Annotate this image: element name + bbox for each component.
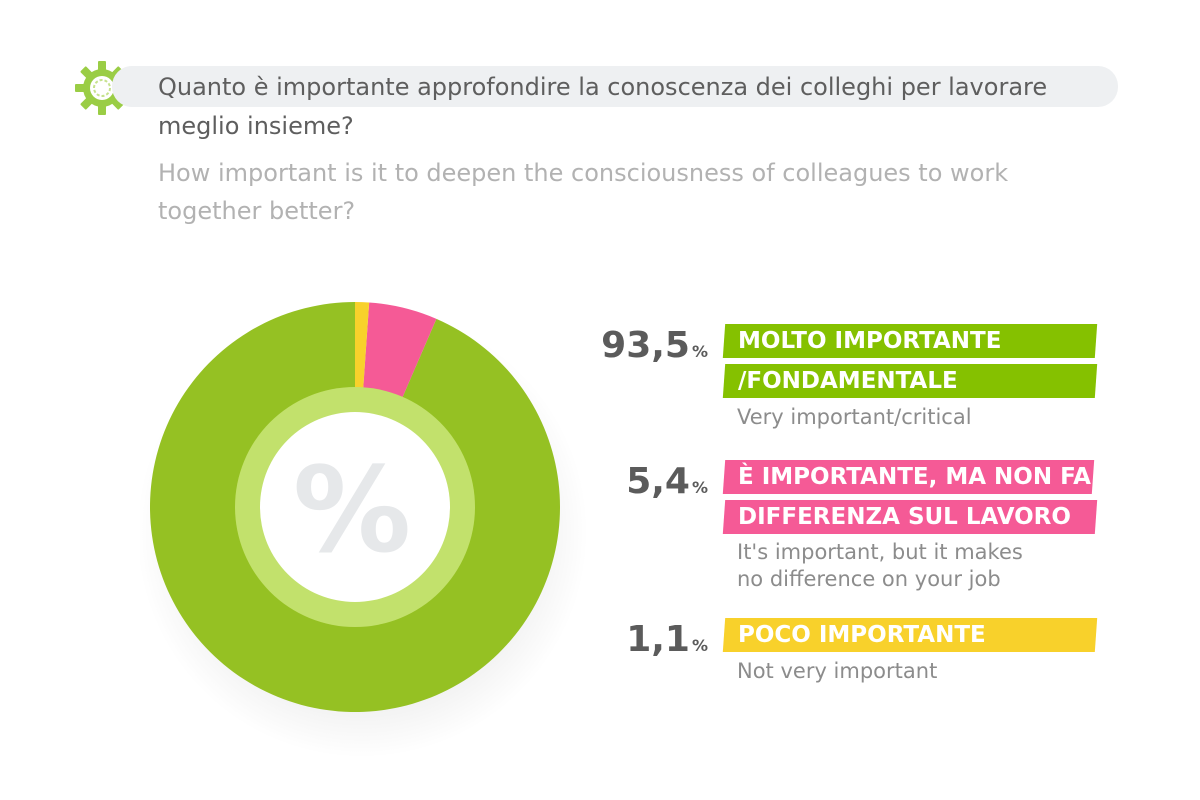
- category-sublabel-3: Not very important: [737, 659, 938, 683]
- question-italian: Quanto è importante approfondire la cono…: [158, 73, 1048, 140]
- value-label-3: 1,1: [626, 619, 690, 660]
- question-english: How important is it to deepen the consci…: [158, 159, 1009, 225]
- value-label-2: 5,4: [626, 461, 690, 502]
- donut-chart: %: [140, 302, 588, 758]
- category-label-3-line-1: POCO IMPORTANTE: [722, 618, 1098, 652]
- percent-sign: %: [691, 636, 708, 655]
- value-label-1: 93,5: [601, 325, 690, 366]
- category-label-1-line-2: /FONDAMENTALE: [722, 364, 1098, 398]
- percent-sign: %: [691, 478, 708, 497]
- category-label-1-line-1: MOLTO IMPORTANTE: [722, 324, 1098, 358]
- center-percent-icon: %: [293, 441, 411, 579]
- category-sublabel-1: Very important/critical: [737, 405, 972, 429]
- question-background-bar: [112, 66, 1118, 107]
- category-sublabel-2: It's important, but it makes no differen…: [737, 540, 1023, 591]
- center-disc: [260, 412, 450, 602]
- legend-entry-3: 1,1% POCO IMPORTANTE Not very important: [600, 618, 1100, 698]
- legend-entry-1: 93,5% MOLTO IMPORTANTE /FONDAMENTALE Ver…: [600, 324, 1100, 434]
- percent-sign: %: [691, 342, 708, 361]
- category-label-2-line-1: È IMPORTANTE, MA NON FA: [722, 460, 1095, 494]
- category-label-2-line-2: DIFFERENZA SUL LAVORO: [722, 500, 1098, 534]
- legend-entry-2: 5,4% È IMPORTANTE, MA NON FA DIFFERENZA …: [600, 460, 1100, 600]
